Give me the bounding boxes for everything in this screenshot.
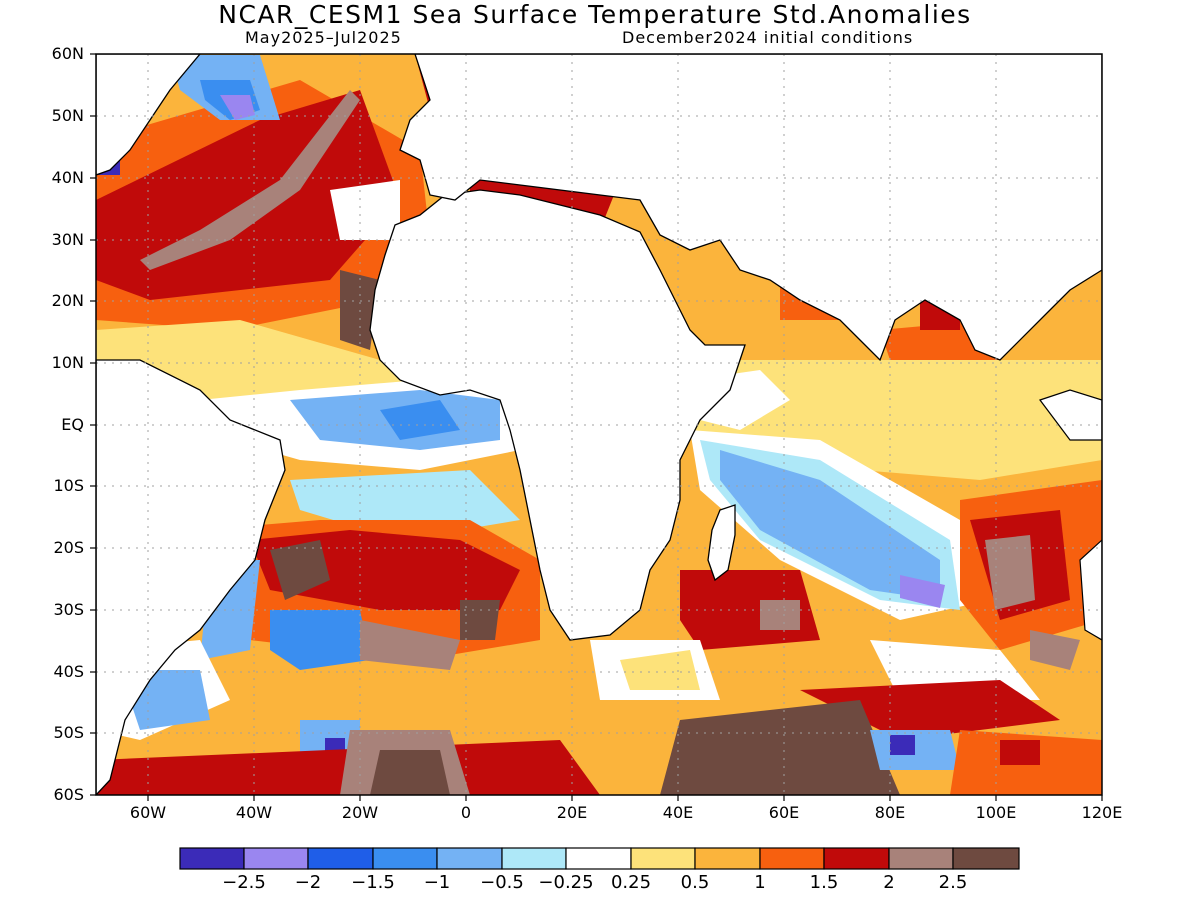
colorbar-box (888, 847, 954, 870)
forecast-period: May2025–Jul2025 (245, 28, 402, 47)
colorbar-label: 2.5 (938, 872, 968, 893)
lon-label: 60E (768, 803, 800, 822)
lat-label: 60N (51, 44, 84, 63)
colorbar-box (630, 847, 696, 870)
lat-label: 30N (51, 230, 84, 249)
colorbar-box (952, 847, 1020, 870)
colorbar-box (372, 847, 438, 870)
colorbar-label: −0.5 (480, 872, 524, 893)
lon-label: 80E (874, 803, 906, 822)
colorbar-box (243, 847, 309, 870)
lat-label: 20S (53, 538, 84, 557)
colorbar-label: −2 (294, 872, 322, 893)
australia-landmass (1079, 539, 1102, 641)
south-america-landmass (96, 359, 286, 795)
colorbar-label: −1 (423, 872, 451, 893)
colorbar-label: 1 (754, 872, 766, 893)
lon-label: 20E (556, 803, 588, 822)
colorbar-box (694, 847, 761, 870)
colorbar-label: 1.5 (809, 872, 839, 893)
graticule (96, 54, 1102, 795)
lat-label: 50N (51, 106, 84, 125)
lat-label: EQ (61, 415, 84, 434)
madagascar-landmass (707, 504, 736, 582)
colorbar-box (307, 847, 374, 870)
lat-label: 40N (51, 168, 84, 187)
sst-anomaly-field (96, 54, 1102, 795)
lat-label: 10S (53, 476, 84, 495)
colorbar-box (565, 847, 632, 870)
colorbar-label: 0.5 (680, 872, 710, 893)
colorbar (179, 847, 1020, 870)
colorbar-box (759, 847, 825, 870)
map-title: NCAR_CESM1 Sea Surface Temperature Std.A… (218, 0, 972, 29)
lon-label: 20W (341, 803, 379, 822)
colorbar-box (436, 847, 503, 870)
lon-label: 120E (1081, 803, 1123, 822)
indonesia-landmass (1039, 389, 1102, 441)
lat-label: 20N (51, 291, 84, 310)
lon-label: 60W (129, 803, 167, 822)
axis-ticks (90, 53, 1103, 801)
lat-label: 40S (53, 662, 84, 681)
colorbar-label: 0.25 (610, 872, 652, 893)
lon-label: 0 (460, 803, 472, 822)
lat-label: 50S (53, 723, 84, 742)
lat-label: 30S (53, 600, 84, 619)
colorbar-label: 2 (883, 872, 895, 893)
eurasia-landmass (399, 54, 1102, 362)
lon-label: 100E (975, 803, 1017, 822)
colorbar-box (179, 847, 245, 870)
colorbar-label: −2.5 (222, 872, 266, 893)
initial-conditions: December2024 initial conditions (622, 28, 914, 47)
lon-label: 40W (235, 803, 273, 822)
lat-label: 60S (53, 785, 84, 804)
north-america-landmass (96, 54, 201, 176)
colorbar-label: −0.25 (538, 872, 594, 893)
lon-label: 40E (662, 803, 694, 822)
africa-landmass (369, 189, 746, 641)
colorbar-box (501, 847, 567, 870)
colorbar-box (823, 847, 890, 870)
colorbar-label: −1.5 (351, 872, 395, 893)
lat-label: 10N (51, 353, 84, 372)
